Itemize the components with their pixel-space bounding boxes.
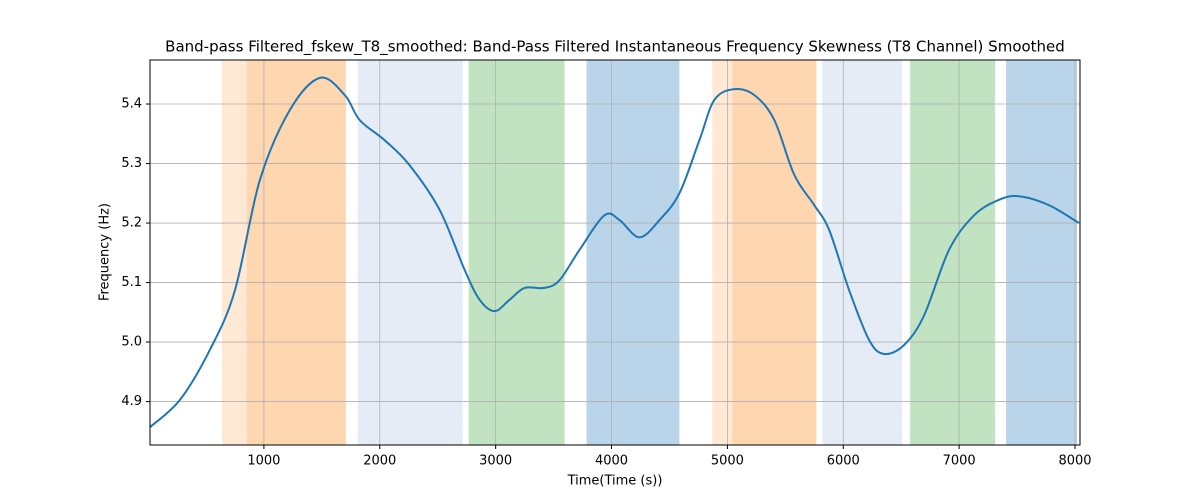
x-tick-label: 4000 (595, 454, 628, 469)
shaded-band (1006, 60, 1077, 445)
x-tick-label: 1000 (247, 454, 280, 469)
x-tick-label: 8000 (1058, 454, 1091, 469)
shaded-band (246, 60, 346, 445)
shaded-band (357, 60, 463, 445)
x-tick-label: 2000 (363, 454, 396, 469)
chart-title: Band-pass Filtered_fskew_T8_smoothed: Ba… (165, 38, 1065, 57)
plot-area: 1000 2000 3000 4000 5000 6000 7000 8000 4.9 5.0 5.… (121, 59, 1092, 469)
x-axis-label: Time(Time (s)) (567, 474, 663, 489)
x-tick-label: 3000 (479, 454, 512, 469)
axes-frame (149, 59, 1081, 446)
x-tick-label: 6000 (827, 454, 860, 469)
shaded-band (586, 60, 680, 445)
y-tick-label: 5.0 (121, 335, 142, 350)
shaded-band (910, 60, 996, 445)
shaded-band (822, 60, 903, 445)
x-tick-label: 5000 (711, 454, 744, 469)
data-line (149, 76, 1080, 428)
y-axis-label: Frequency (Hz) (98, 203, 113, 301)
y-tick-label: 5.4 (121, 97, 142, 112)
y-tick-label: 5.1 (121, 275, 142, 290)
y-tick-label: 4.9 (121, 394, 142, 409)
x-tick-label: 7000 (943, 454, 976, 469)
y-tick-label: 5.2 (121, 216, 142, 231)
shaded-band (468, 60, 565, 445)
shaded-band (732, 60, 817, 445)
y-tick-label: 5.3 (121, 156, 142, 171)
